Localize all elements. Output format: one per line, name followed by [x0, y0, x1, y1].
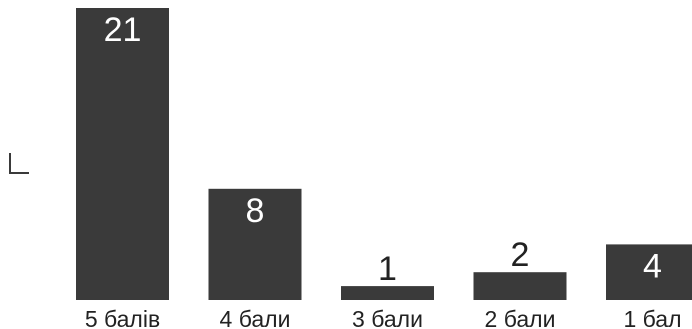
bar — [606, 244, 692, 300]
bar-value-label: 21 — [104, 11, 142, 49]
bar-value-label: 4 — [643, 247, 662, 285]
axis-corner-icon — [9, 153, 29, 174]
bar — [473, 272, 567, 300]
category-tick-label: 3 бали — [352, 306, 423, 329]
category-tick-label: 5 балів — [85, 306, 160, 329]
bar-value-label: 2 — [511, 236, 530, 274]
category-tick-label: 2 бали — [485, 306, 556, 329]
bar — [76, 8, 169, 300]
bar — [341, 286, 434, 300]
category-tick-label: 1 бал — [623, 306, 681, 329]
bar-value-label: 1 — [378, 250, 397, 288]
bar — [208, 188, 302, 300]
category-tick-label: 4 бали — [220, 306, 291, 329]
bar-value-label: 8 — [246, 192, 265, 230]
